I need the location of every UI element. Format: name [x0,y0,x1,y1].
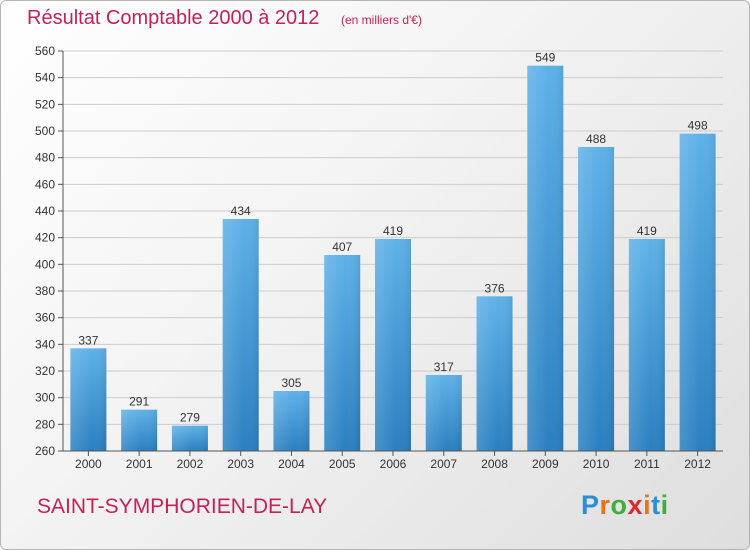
bar-shade-2012 [679,133,716,451]
logo-letter: o [610,490,628,520]
x-tick-label: 2008 [481,457,508,471]
y-tick-label: 400 [35,257,55,271]
bar-shade-2008 [476,296,513,451]
x-tick-label: 2012 [684,457,711,471]
value-label: 376 [485,281,505,295]
y-tick-label: 380 [35,284,55,298]
value-label: 305 [281,376,301,390]
y-tick-label: 320 [35,364,55,378]
x-tick-label: 2011 [634,457,660,471]
x-tick-label: 2010 [583,457,610,471]
value-label: 407 [332,240,352,254]
y-tick-label: 340 [35,337,55,351]
value-label: 279 [180,411,200,425]
value-labels: 337 291 279 434 305 407 419 317 376 549 488 419 498 [78,51,708,425]
bar-shade-2003 [222,219,259,451]
bar-shade-2001 [121,409,158,451]
logo-letter: P [581,490,600,520]
y-tick-label: 540 [35,71,55,85]
bar-shade-2007 [425,375,462,451]
bar-shade-2010 [578,147,615,451]
y-tick-label: 520 [35,97,55,111]
x-tick-label: 2004 [278,457,305,471]
y-tick-label: 480 [35,151,55,165]
value-label: 291 [129,395,149,409]
axes [62,51,723,456]
y-tick-label: 360 [35,311,55,325]
x-tick-label: 2000 [75,457,102,471]
y-tick-label: 420 [35,231,55,245]
y-tick-label: 300 [35,391,55,405]
x-tick-label: 2007 [430,457,457,471]
bar-shade-2009 [527,65,564,452]
y-tick-label: 280 [35,417,55,431]
x-tick-label: 2006 [380,457,407,471]
proxiti-logo: Proxiti [581,490,669,521]
commune-name: SAINT-SYMPHORIEN-DE-LAY [37,495,328,518]
y-tick-label: 460 [35,177,55,191]
y-tick-label: 560 [35,44,55,58]
value-label: 549 [535,51,555,65]
bar-shade-2011 [628,239,665,451]
logo-letter: x [627,490,644,520]
chart-title: Résultat Comptable 2000 à 2012 [27,7,320,29]
y-tick-label: 260 [35,444,55,458]
y-axis-labels: 260 280 300 320 340 360 380 400 420 440 460 480 500 5… [35,44,55,458]
bar-shade-2004 [273,391,310,451]
x-tick-label: 2002 [177,457,204,471]
x-tick-label: 2003 [227,457,254,471]
x-tick-label: 2009 [532,457,559,471]
value-label: 419 [383,224,403,238]
value-label: 337 [78,333,98,347]
value-label: 498 [688,119,708,133]
value-label: 317 [434,360,454,374]
x-tick-label: 2005 [329,457,356,471]
bar-shade-2002 [171,425,208,451]
bar-shade-2000 [70,348,107,451]
chart-subtitle: (en milliers d'€) [341,13,422,27]
bar-shade-2006 [375,239,411,451]
logo-letter: i [660,490,669,520]
logo-letter: r [599,490,611,520]
y-tick-label: 500 [35,124,55,138]
value-label: 488 [586,132,606,146]
x-axis-labels: 2000 2001 2002 2003 2004 2005 2006 2007 2008 2009… [75,457,711,471]
value-label: 419 [637,224,657,238]
y-tick-label: 440 [35,204,55,218]
value-label: 434 [231,204,251,218]
bar-shade-2005 [324,255,361,451]
logo-letter: i [643,490,652,520]
bars [70,65,716,452]
logo-letter: t [651,490,661,520]
x-tick-label: 2001 [126,457,153,471]
